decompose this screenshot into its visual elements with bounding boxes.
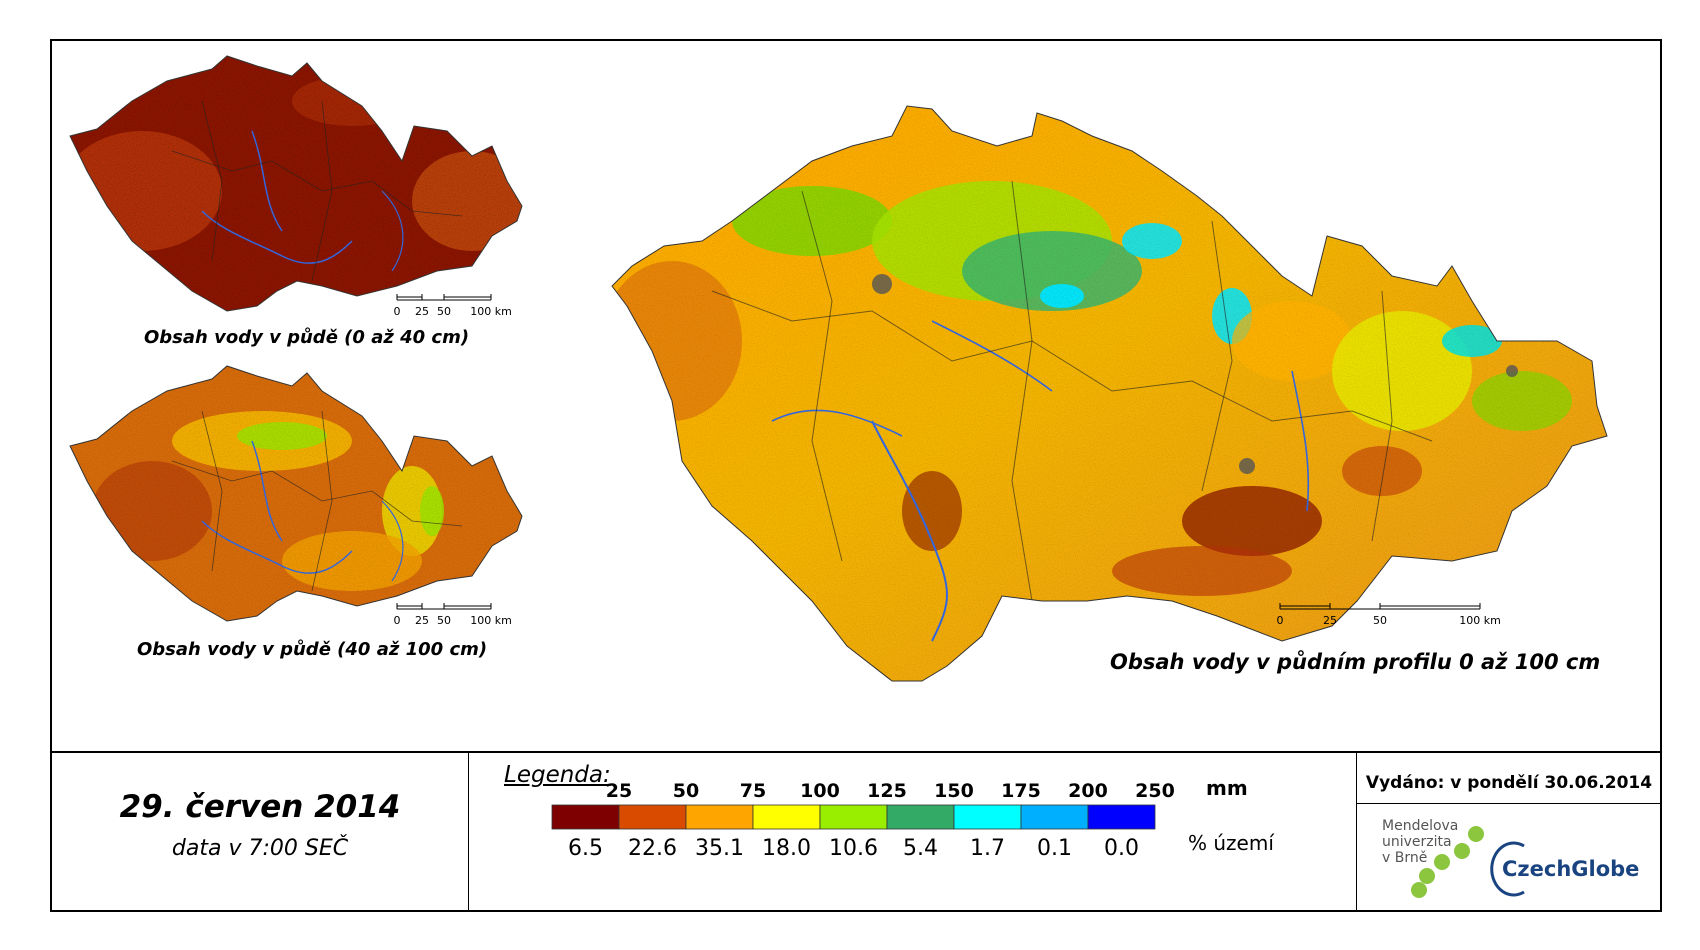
scale-tick: 25 [415, 305, 429, 318]
legend-percent: 22.6 [628, 836, 677, 861]
scale-tick: 25 [1323, 614, 1337, 627]
scale-tick: 100 km [470, 614, 512, 627]
czechglobe-logo-text: CzechGlobe [1502, 857, 1639, 881]
scale-bar-topsoil: 0 25 50 100 km [394, 294, 512, 318]
footer-divider [52, 751, 1660, 753]
legend-swatch [752, 804, 821, 830]
date-subtitle: data v 7:00 SEČ [171, 836, 349, 861]
legend-threshold: 50 [673, 780, 699, 802]
map-full-profile [611, 105, 1608, 682]
scale-tick: 0 [394, 305, 401, 318]
legend-percent: 1.7 [970, 836, 1005, 861]
legend-percent: 18.0 [762, 836, 811, 861]
caption-full-profile: Obsah vody v půdním profilu 0 až 100 cm [1110, 650, 1601, 674]
scale-tick: 25 [415, 614, 429, 627]
legend-threshold: 250 [1135, 780, 1175, 802]
footer-divider-right [1356, 751, 1357, 912]
legend-threshold: 175 [1001, 780, 1041, 802]
scale-tick: 0 [394, 614, 401, 627]
legend-swatch [685, 804, 754, 830]
scale-tick: 50 [1373, 614, 1387, 627]
scale-bar-full-profile: 0 25 50 100 km [1277, 603, 1501, 627]
legend-threshold: 125 [867, 780, 907, 802]
maps-area: 0 25 50 100 km 0 25 50 100 km 0 25 50 10… [69, 55, 1608, 682]
legend-percent-label: % území [1188, 831, 1275, 855]
scale-tick: 50 [437, 305, 451, 318]
caption-subsoil: Obsah vody v půdě (40 až 100 cm) [137, 639, 488, 660]
legend-swatch [618, 804, 687, 830]
mendel-logo-line: univerzita [1382, 834, 1452, 850]
caption-topsoil: Obsah vody v půdě (0 až 40 cm) [144, 327, 470, 348]
legend-swatch [886, 804, 955, 830]
scale-tick: 100 km [470, 305, 512, 318]
legend-percent: 0.1 [1037, 836, 1072, 861]
date-title: 29. červen 2014 [119, 789, 401, 825]
legend-threshold: 100 [800, 780, 840, 802]
legend-swatch [953, 804, 1022, 830]
scale-tick: 0 [1277, 614, 1284, 627]
scale-tick: 50 [437, 614, 451, 627]
legend-swatch [551, 804, 620, 830]
issued-date: Vydáno: v pondělí 30.06.2014 [1365, 773, 1653, 793]
czechglobe-logo: CzechGlobe [1490, 841, 1639, 897]
legend-threshold: 75 [740, 780, 766, 802]
legend-threshold: 150 [934, 780, 974, 802]
legend-unit: mm [1206, 776, 1248, 800]
czechglobe-arc-icon [1490, 841, 1525, 897]
map-topsoil [69, 55, 523, 312]
map-frame: 0 25 50 100 km 0 25 50 100 km 0 25 50 10… [50, 39, 1662, 912]
mendel-logo-line: v Brně [1382, 850, 1427, 866]
scale-bar-subsoil: 0 25 50 100 km [394, 603, 512, 627]
legend-threshold: 200 [1068, 780, 1108, 802]
legend-swatch [1087, 804, 1156, 830]
mendel-dots-icon [1411, 826, 1484, 898]
legend-percent: 6.5 [568, 836, 603, 861]
map-subsoil [69, 365, 523, 622]
legend-title: Legenda: [504, 762, 611, 788]
legend-percent: 5.4 [903, 836, 938, 861]
legend-swatch [819, 804, 888, 830]
legend-percent: 0.0 [1104, 836, 1139, 861]
legend-percent: 35.1 [695, 836, 744, 861]
legend-percent: 10.6 [829, 836, 878, 861]
mendel-logo-line: Mendelova [1382, 818, 1458, 834]
mendel-university-logo: Mendelova univerzita v Brně [1382, 818, 1484, 898]
legend-swatch [1020, 804, 1089, 830]
issued-divider [1356, 803, 1662, 804]
footer-divider-left [468, 751, 469, 912]
logos: Mendelova univerzita v Brně CzechGlobe [1382, 818, 1639, 898]
legend-threshold: 25 [606, 780, 632, 802]
legend: 6.5 22.6 35.1 18.0 10.6 5.4 1.7 0.1 0.0 25 50 75 100… [551, 776, 1275, 861]
scale-tick: 100 km [1459, 614, 1501, 627]
